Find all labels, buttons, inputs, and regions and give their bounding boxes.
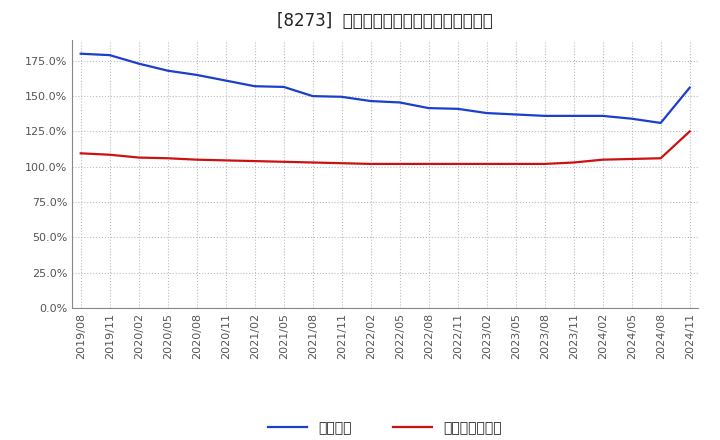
固定比率 [598, 113, 607, 118]
固定長期適合率 [685, 129, 694, 134]
固定比率 [308, 93, 317, 99]
固定比率 [685, 85, 694, 90]
Line: 固定比率: 固定比率 [81, 54, 690, 123]
固定長期適合率 [163, 156, 172, 161]
固定比率 [135, 61, 143, 66]
固定長期適合率 [482, 161, 491, 167]
固定長期適合率 [105, 152, 114, 158]
固定長期適合率 [192, 157, 201, 162]
固定長期適合率 [279, 159, 288, 165]
固定比率 [482, 110, 491, 116]
固定比率 [163, 68, 172, 73]
固定長期適合率 [541, 161, 549, 167]
固定長期適合率 [570, 160, 578, 165]
固定長期適合率 [366, 161, 375, 167]
固定長期適合率 [511, 161, 520, 167]
固定比率 [627, 116, 636, 121]
固定比率 [511, 112, 520, 117]
固定比率 [192, 72, 201, 77]
固定比率 [221, 78, 230, 83]
固定比率 [395, 100, 404, 105]
固定長期適合率 [454, 161, 462, 167]
固定長期適合率 [338, 161, 346, 166]
固定比率 [105, 52, 114, 58]
固定長期適合率 [424, 161, 433, 167]
固定比率 [570, 113, 578, 118]
固定比率 [541, 113, 549, 118]
Legend: 固定比率, 固定長期適合率: 固定比率, 固定長期適合率 [263, 415, 508, 440]
Line: 固定長期適合率: 固定長期適合率 [81, 132, 690, 164]
固定比率 [454, 106, 462, 111]
固定長期適合率 [135, 155, 143, 160]
固定長期適合率 [76, 150, 85, 156]
固定比率 [657, 120, 665, 125]
固定比率 [366, 99, 375, 104]
Title: [8273]  固定比率、固定長期適合率の推移: [8273] 固定比率、固定長期適合率の推移 [277, 12, 493, 30]
固定比率 [424, 106, 433, 111]
固定長期適合率 [627, 156, 636, 161]
固定長期適合率 [308, 160, 317, 165]
固定比率 [338, 94, 346, 99]
固定長期適合率 [251, 158, 259, 164]
固定長期適合率 [657, 156, 665, 161]
固定比率 [279, 84, 288, 90]
固定長期適合率 [598, 157, 607, 162]
固定長期適合率 [221, 158, 230, 163]
固定長期適合率 [395, 161, 404, 167]
固定比率 [76, 51, 85, 56]
固定比率 [251, 84, 259, 89]
